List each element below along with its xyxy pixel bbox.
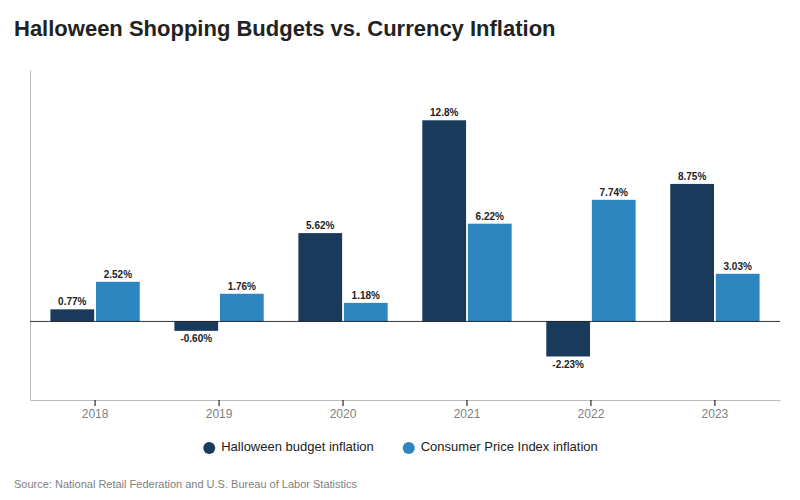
- data-label: 5.62%: [306, 220, 334, 231]
- bar: [592, 200, 636, 322]
- x-axis-line: [31, 400, 781, 401]
- bar: [546, 321, 590, 356]
- bar: [422, 120, 466, 321]
- legend-marker: [403, 442, 415, 454]
- x-tick-label: 2023: [702, 407, 729, 421]
- data-label: -0.60%: [180, 333, 212, 344]
- x-tick-mark: [343, 400, 344, 406]
- data-label: -2.23%: [552, 359, 584, 370]
- x-tick: 2023: [702, 400, 729, 421]
- legend-item: Halloween budget inflation: [203, 439, 374, 454]
- x-tick-label: 2018: [82, 407, 109, 421]
- x-tick-mark: [219, 400, 220, 406]
- bar: [716, 274, 760, 322]
- bar: [96, 282, 140, 322]
- data-label: 2.52%: [104, 269, 132, 280]
- x-tick-label: 2020: [330, 407, 357, 421]
- data-label: 1.18%: [352, 290, 380, 301]
- data-labels: 0.77% -0.60% 5.62% 12.8% -2.23% 8.75% 2.52% 1.7…: [58, 107, 752, 369]
- x-axis: 2018 2019 2020 2021 2022 2023: [31, 400, 781, 421]
- x-tick: 2019: [206, 400, 233, 421]
- source: Source: National Retail Federation and U…: [14, 478, 358, 490]
- data-label: 1.76%: [228, 281, 256, 292]
- legend-label: Halloween budget inflation: [221, 439, 374, 454]
- x-tick-mark: [590, 400, 591, 406]
- x-tick: 2020: [330, 400, 357, 421]
- data-label: 7.74%: [600, 187, 628, 198]
- legend-label: Consumer Price Index inflation: [421, 439, 598, 454]
- legend-item: Consumer Price Index inflation: [403, 439, 598, 454]
- data-label: 6.22%: [476, 211, 504, 222]
- x-tick: 2018: [82, 400, 109, 421]
- bar-series: [96, 200, 760, 322]
- bar: [298, 233, 342, 321]
- bar: [670, 184, 714, 322]
- data-label: 3.03%: [724, 261, 752, 272]
- x-tick-mark: [714, 400, 715, 406]
- x-tick-label: 2022: [578, 407, 605, 421]
- y-axis-line: [30, 71, 31, 401]
- x-tick-mark: [466, 400, 467, 406]
- bar: [220, 294, 264, 322]
- x-tick-label: 2021: [454, 407, 481, 421]
- data-label: 8.75%: [678, 171, 706, 182]
- data-label: 12.8%: [430, 107, 458, 118]
- x-tick: 2021: [454, 400, 481, 421]
- x-tick-label: 2019: [206, 407, 233, 421]
- plot: 2018 2019 2020 2021 2022 2023 0.77% -0.60% 5.62%…: [30, 71, 781, 421]
- data-label: 0.77%: [58, 296, 86, 307]
- x-tick-mark: [95, 400, 96, 406]
- legend-marker: [203, 442, 215, 454]
- legend: Halloween budget inflation Consumer Price…: [203, 439, 598, 454]
- x-tick: 2022: [578, 400, 605, 421]
- chart: Halloween Shopping Budgets vs. Currency …: [0, 0, 800, 500]
- bar: [174, 321, 218, 330]
- title: Halloween Shopping Budgets vs. Currency …: [14, 16, 556, 41]
- y-axis: [30, 71, 31, 401]
- bar: [50, 309, 94, 321]
- zero-line: [30, 321, 780, 322]
- bar: [344, 303, 388, 322]
- bar: [468, 224, 512, 322]
